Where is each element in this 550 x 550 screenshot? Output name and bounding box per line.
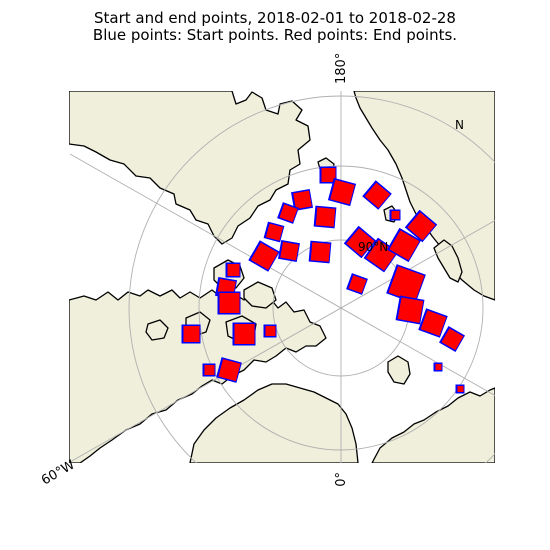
point-cluster — [202, 363, 216, 377]
tick-label-60w: 60°W — [39, 457, 78, 488]
end-points — [397, 297, 424, 323]
point-cluster — [225, 262, 241, 278]
point-cluster — [433, 362, 443, 372]
point-cluster — [263, 324, 277, 338]
end-points — [265, 223, 284, 241]
end-points — [321, 168, 336, 182]
end-points — [389, 230, 420, 261]
point-cluster — [362, 180, 392, 210]
grid-label-n: N — [455, 118, 464, 132]
point-cluster — [319, 166, 337, 184]
tick-label-0: 0° — [334, 472, 349, 487]
points-layer — [181, 166, 465, 394]
point-cluster — [217, 291, 241, 315]
point-cluster — [313, 205, 337, 229]
arctic-island-2 — [243, 281, 277, 309]
end-points — [315, 207, 336, 227]
end-points — [388, 266, 425, 303]
map-title-line-1: Start and end points, 2018-02-01 to 2018… — [94, 9, 456, 27]
point-cluster — [277, 239, 301, 263]
end-points — [441, 328, 464, 351]
point-cluster — [232, 322, 256, 346]
arctic-island-5 — [145, 319, 169, 341]
end-points — [265, 326, 276, 336]
russia-europe-land — [353, 91, 495, 301]
grid-label-90n: 90°N — [358, 240, 388, 254]
point-cluster — [386, 227, 422, 263]
end-points — [310, 242, 331, 262]
end-points — [279, 204, 298, 223]
point-cluster — [327, 177, 357, 207]
end-points — [391, 211, 400, 219]
point-cluster — [346, 273, 368, 295]
greenland-land — [189, 383, 359, 463]
svalbard-island — [387, 355, 411, 385]
meridian-120 — [69, 153, 495, 397]
point-cluster — [386, 264, 426, 304]
end-points — [330, 179, 355, 205]
point-cluster — [308, 240, 332, 264]
end-points — [218, 359, 241, 382]
point-cluster — [455, 384, 465, 394]
point-cluster — [343, 225, 377, 259]
end-points — [364, 182, 391, 209]
end-points — [183, 326, 200, 342]
tick-label-180: 180° — [334, 53, 349, 84]
end-points — [219, 293, 240, 313]
point-cluster — [418, 308, 448, 338]
end-points — [250, 242, 279, 270]
end-points — [280, 241, 299, 261]
point-cluster — [216, 357, 242, 383]
end-points — [227, 264, 240, 276]
point-cluster — [181, 324, 201, 344]
novaya-zemlya-island — [433, 239, 463, 283]
point-cluster — [395, 295, 425, 325]
point-cluster — [290, 188, 314, 212]
siberia-land — [69, 91, 311, 245]
end-points — [435, 364, 442, 370]
end-points — [457, 386, 464, 392]
point-cluster — [263, 221, 285, 243]
end-points — [234, 324, 255, 344]
point-cluster — [277, 202, 299, 224]
point-cluster — [439, 326, 465, 352]
point-cluster — [248, 240, 280, 272]
end-points — [420, 310, 447, 336]
graticule — [69, 91, 495, 463]
map-title-line-2: Blue points: Start points. Red points: E… — [92, 26, 458, 44]
end-points — [204, 365, 215, 375]
end-points — [407, 212, 436, 241]
end-points — [346, 228, 375, 257]
point-cluster — [389, 209, 401, 221]
scandinavia-land — [371, 387, 495, 463]
point-cluster — [404, 209, 438, 243]
end-points — [293, 190, 312, 210]
end-points — [348, 275, 367, 294]
